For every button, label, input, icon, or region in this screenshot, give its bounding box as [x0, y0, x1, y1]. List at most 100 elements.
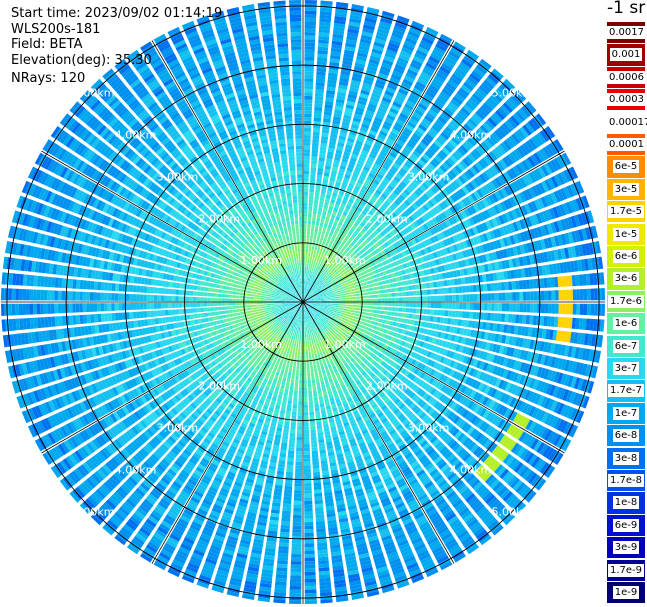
ppi-gate — [416, 250, 423, 257]
ppi-gate — [379, 285, 384, 290]
ppi-gate — [484, 169, 493, 179]
ppi-gate — [396, 91, 407, 99]
ppi-gate — [378, 153, 386, 160]
ppi-gate — [375, 189, 382, 196]
ppi-gate — [320, 296, 324, 299]
ppi-gate — [370, 51, 382, 59]
ppi-gate — [515, 280, 520, 290]
ppi-gate — [308, 199, 314, 203]
ppi-gate — [352, 188, 359, 194]
ppi-gate — [469, 238, 475, 247]
ppi-gate — [446, 53, 459, 63]
ppi-gate — [317, 300, 321, 302]
ppi-gate — [315, 78, 325, 83]
ppi-gate — [303, 294, 305, 299]
ppi-gate — [312, 288, 315, 292]
ppi-gate — [514, 207, 522, 218]
ppi-gate — [448, 254, 454, 262]
ppi-gate — [479, 244, 485, 254]
ppi-gate — [308, 295, 312, 298]
ppi-gate — [333, 112, 342, 118]
ppi-gate — [470, 150, 479, 161]
ppi-gate — [353, 113, 363, 120]
ppi-gate — [394, 260, 399, 266]
ppi-gate — [365, 13, 378, 21]
ppi-gate — [345, 216, 351, 222]
ppi-gate — [379, 103, 389, 110]
ppi-gate — [424, 150, 433, 159]
ppi-gate — [366, 295, 371, 299]
ppi-gate — [528, 187, 537, 198]
ppi-gate — [396, 207, 403, 214]
ppi-gate — [400, 222, 406, 229]
ppi-gate — [322, 261, 326, 265]
ppi-gate — [325, 271, 329, 276]
ppi-gate — [305, 281, 308, 285]
ppi-gate — [324, 107, 333, 113]
ppi-gate — [372, 89, 382, 96]
ppi-gate — [342, 302, 346, 304]
ppi-gate — [304, 92, 313, 97]
ppi-gate — [330, 245, 335, 250]
ppi-gate — [317, 274, 321, 279]
ppi-gate — [407, 96, 418, 105]
ppi-gate — [313, 121, 321, 126]
ppi-gate — [373, 41, 385, 49]
ppi-gate — [327, 243, 332, 248]
ppi-gate — [310, 292, 314, 295]
ppi-gate — [350, 127, 358, 133]
ppi-gate — [428, 84, 440, 93]
ppi-gate — [371, 166, 379, 173]
ppi-gate — [409, 302, 414, 308]
ppi-gate — [315, 239, 320, 244]
ppi-gate — [434, 302, 438, 309]
ppi-gate — [356, 247, 361, 252]
ppi-gate — [429, 245, 436, 252]
ppi-gate — [449, 206, 457, 214]
ppi-gate — [341, 158, 349, 164]
ppi-gate — [358, 191, 365, 197]
ppi-gate — [338, 229, 344, 235]
ppi-gate — [442, 128, 452, 138]
ppi-gate — [423, 239, 430, 247]
ppi-gate — [569, 200, 577, 213]
ppi-gate — [413, 272, 418, 278]
ppi-gate — [365, 178, 372, 185]
ppi-gate — [423, 33, 436, 42]
ppi-gate — [479, 234, 486, 243]
ppi-gate — [346, 284, 351, 288]
ppi-gate — [523, 303, 527, 313]
ppi-gate — [389, 268, 395, 273]
ppi-gate — [452, 244, 459, 252]
ppi-gate — [304, 32, 316, 36]
ppi-gate — [308, 252, 311, 257]
ppi-gate — [333, 116, 341, 122]
ppi-gate — [315, 189, 321, 194]
ppi-gate — [318, 370, 322, 375]
ppi-gate — [308, 354, 312, 359]
ppi-gate — [513, 131, 524, 142]
ppi-gate — [303, 266, 305, 271]
ppi-gate — [336, 290, 341, 293]
ppi-gate — [459, 61, 471, 71]
ppi-gate — [335, 178, 342, 184]
ppi-gate — [329, 276, 334, 280]
ppi-gate — [355, 277, 360, 282]
ppi-gate — [314, 281, 318, 285]
ppi-gate — [424, 213, 431, 220]
ppi-gate — [406, 197, 414, 204]
ppi-gate — [304, 291, 306, 295]
ppi-gate — [332, 37, 344, 43]
ppi-gate — [383, 120, 393, 128]
ppi-gate — [501, 81, 513, 93]
ppi-gate — [316, 217, 321, 222]
ppi-gate — [432, 226, 439, 234]
ppi-gate — [387, 83, 398, 91]
ppi-gate — [424, 262, 430, 269]
ppi-ray — [303, 41, 466, 302]
ppi-gate — [384, 302, 389, 306]
ppi-gate — [349, 304, 353, 307]
ppi-gate — [442, 230, 449, 238]
ppi-gate — [380, 237, 386, 243]
ppi-gate — [492, 91, 503, 103]
